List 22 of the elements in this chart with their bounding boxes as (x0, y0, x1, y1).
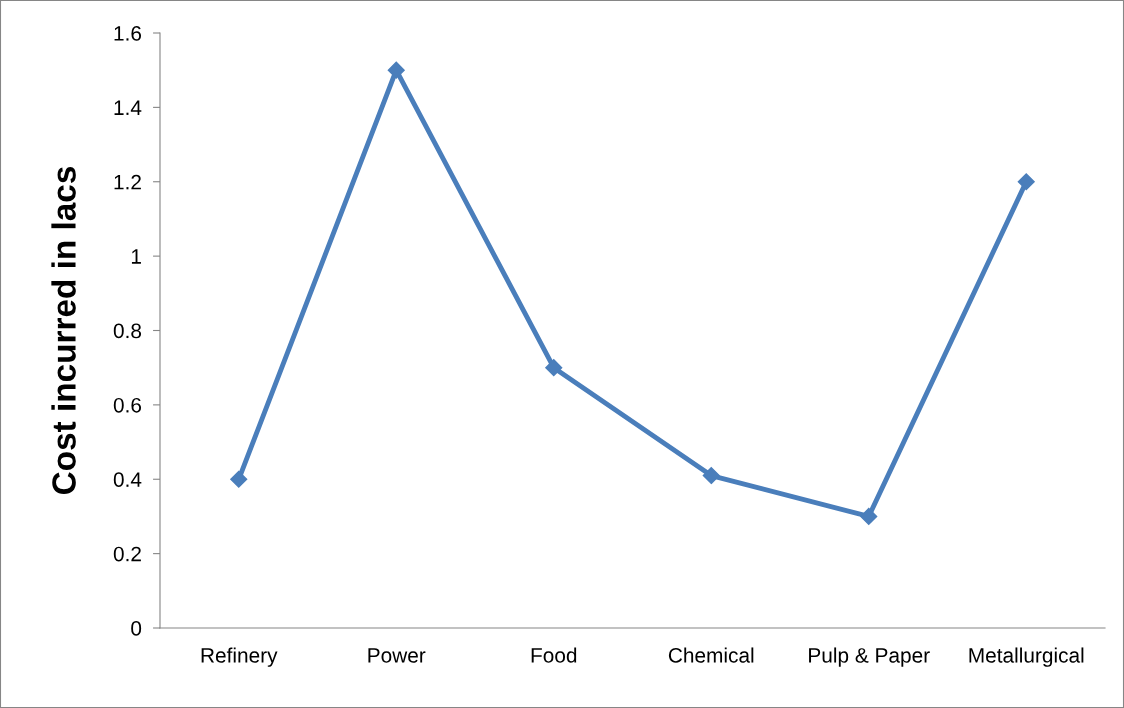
y-axis-title: Cost incurred in lacs (51, 167, 76, 494)
x-tick-label: Power (368, 648, 426, 663)
point (1017, 173, 1035, 191)
y-tick-label: 1.2 (114, 174, 141, 190)
y-tick-label: 1.6 (114, 26, 142, 41)
y-tick-label: 0.2 (113, 546, 141, 562)
y-tick-label: 0.8 (113, 323, 142, 339)
point (545, 359, 563, 377)
y-tick-label: 0.4 (113, 472, 142, 487)
point (860, 507, 878, 525)
x-tick-label: Metallurgical (969, 647, 1084, 667)
y-tick-label: 0.6 (113, 397, 142, 413)
y-tick-label: 1.4 (114, 100, 142, 115)
y-tick-label: 1 (131, 249, 141, 264)
x-tick-label: Food (531, 647, 577, 663)
point (702, 466, 720, 485)
point (387, 61, 405, 79)
y-tick-label: 0 (131, 621, 142, 636)
x-tick-label: Chemical (668, 647, 754, 663)
x-tick-label: Pulp & Paper (809, 647, 930, 667)
point (230, 470, 248, 488)
x-tick-label: Refinery (201, 647, 278, 667)
